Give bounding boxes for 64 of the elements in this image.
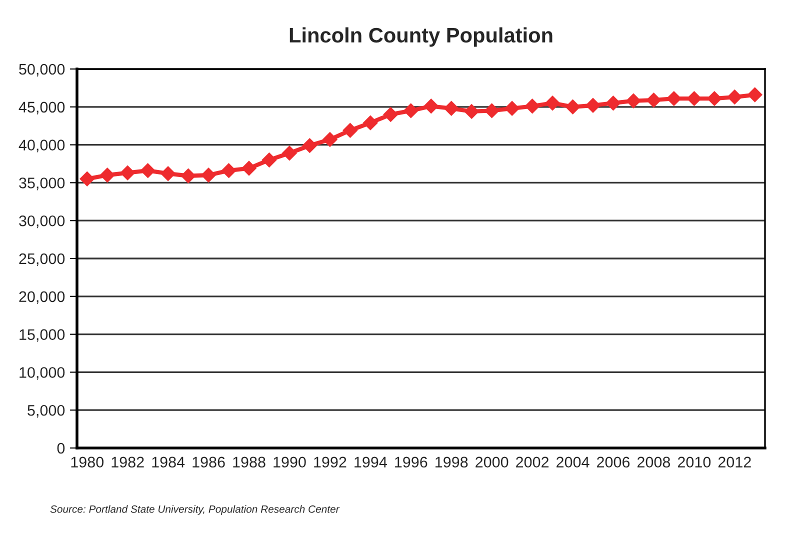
point [302,138,318,153]
y-tick-label: 35,000 [19,178,65,190]
point [282,146,297,161]
y-tick-label: 0 [57,442,65,454]
x-tick-label: 2010 [678,456,711,468]
x-tick-label: 1990 [274,456,306,468]
point [484,103,500,118]
point [545,96,560,111]
x-tick-label: 1980 [71,456,104,468]
point [180,168,196,184]
y-tick-label: 40,000 [18,140,65,152]
x-tick-label: 2008 [637,456,670,468]
x-tick-label: 1996 [395,456,428,468]
point [262,152,277,168]
point [403,103,418,118]
x-tick-label: 1998 [436,456,468,468]
y-tick-label: 45,000 [18,102,65,114]
x-tick-label: 1992 [314,456,346,468]
point [120,165,135,180]
x-tick-label: 1988 [233,456,266,468]
x-tick-label: 2004 [556,456,590,468]
y-tick-label: 10,000 [20,367,65,380]
point [646,92,662,108]
point [100,168,115,183]
point [444,101,459,116]
source-note: Source: Portland State University, Population Research Center [50,505,340,515]
y-tick-label: 50,000 [19,64,65,76]
point [707,91,722,106]
y-tick-label: 20,000 [19,291,65,304]
point [666,91,682,106]
x-tick-label: 1982 [112,456,144,468]
point [201,168,216,183]
point [606,96,621,111]
point [140,163,156,178]
point [221,163,236,178]
point [160,166,176,181]
point [686,91,702,106]
point [727,90,742,104]
point [322,132,338,147]
x-tick-label: 2000 [476,456,508,468]
x-tick-label: 1994 [354,456,387,468]
point [363,115,378,130]
point [565,100,580,114]
point [242,160,256,176]
chart-title: Lincoln County Population [290,27,552,47]
point [80,172,95,186]
x-tick-label: 1984 [152,456,185,468]
point [504,101,520,116]
y-tick-label: 25,000 [19,253,65,266]
point [464,104,479,119]
point [626,93,641,108]
x-tick-label: 1986 [192,456,225,468]
point [383,107,398,122]
point [747,87,762,102]
y-tick-label: 5,000 [28,404,65,418]
point [342,123,358,138]
x-tick-label: 2006 [597,456,630,468]
x-tick-label: 2002 [516,456,549,468]
point [424,98,439,114]
point [524,98,540,114]
x-tick-label: 2012 [718,456,751,468]
y-tick-label: 15,000 [20,329,65,342]
y-tick-label: 30,000 [19,215,65,228]
point [586,98,600,113]
